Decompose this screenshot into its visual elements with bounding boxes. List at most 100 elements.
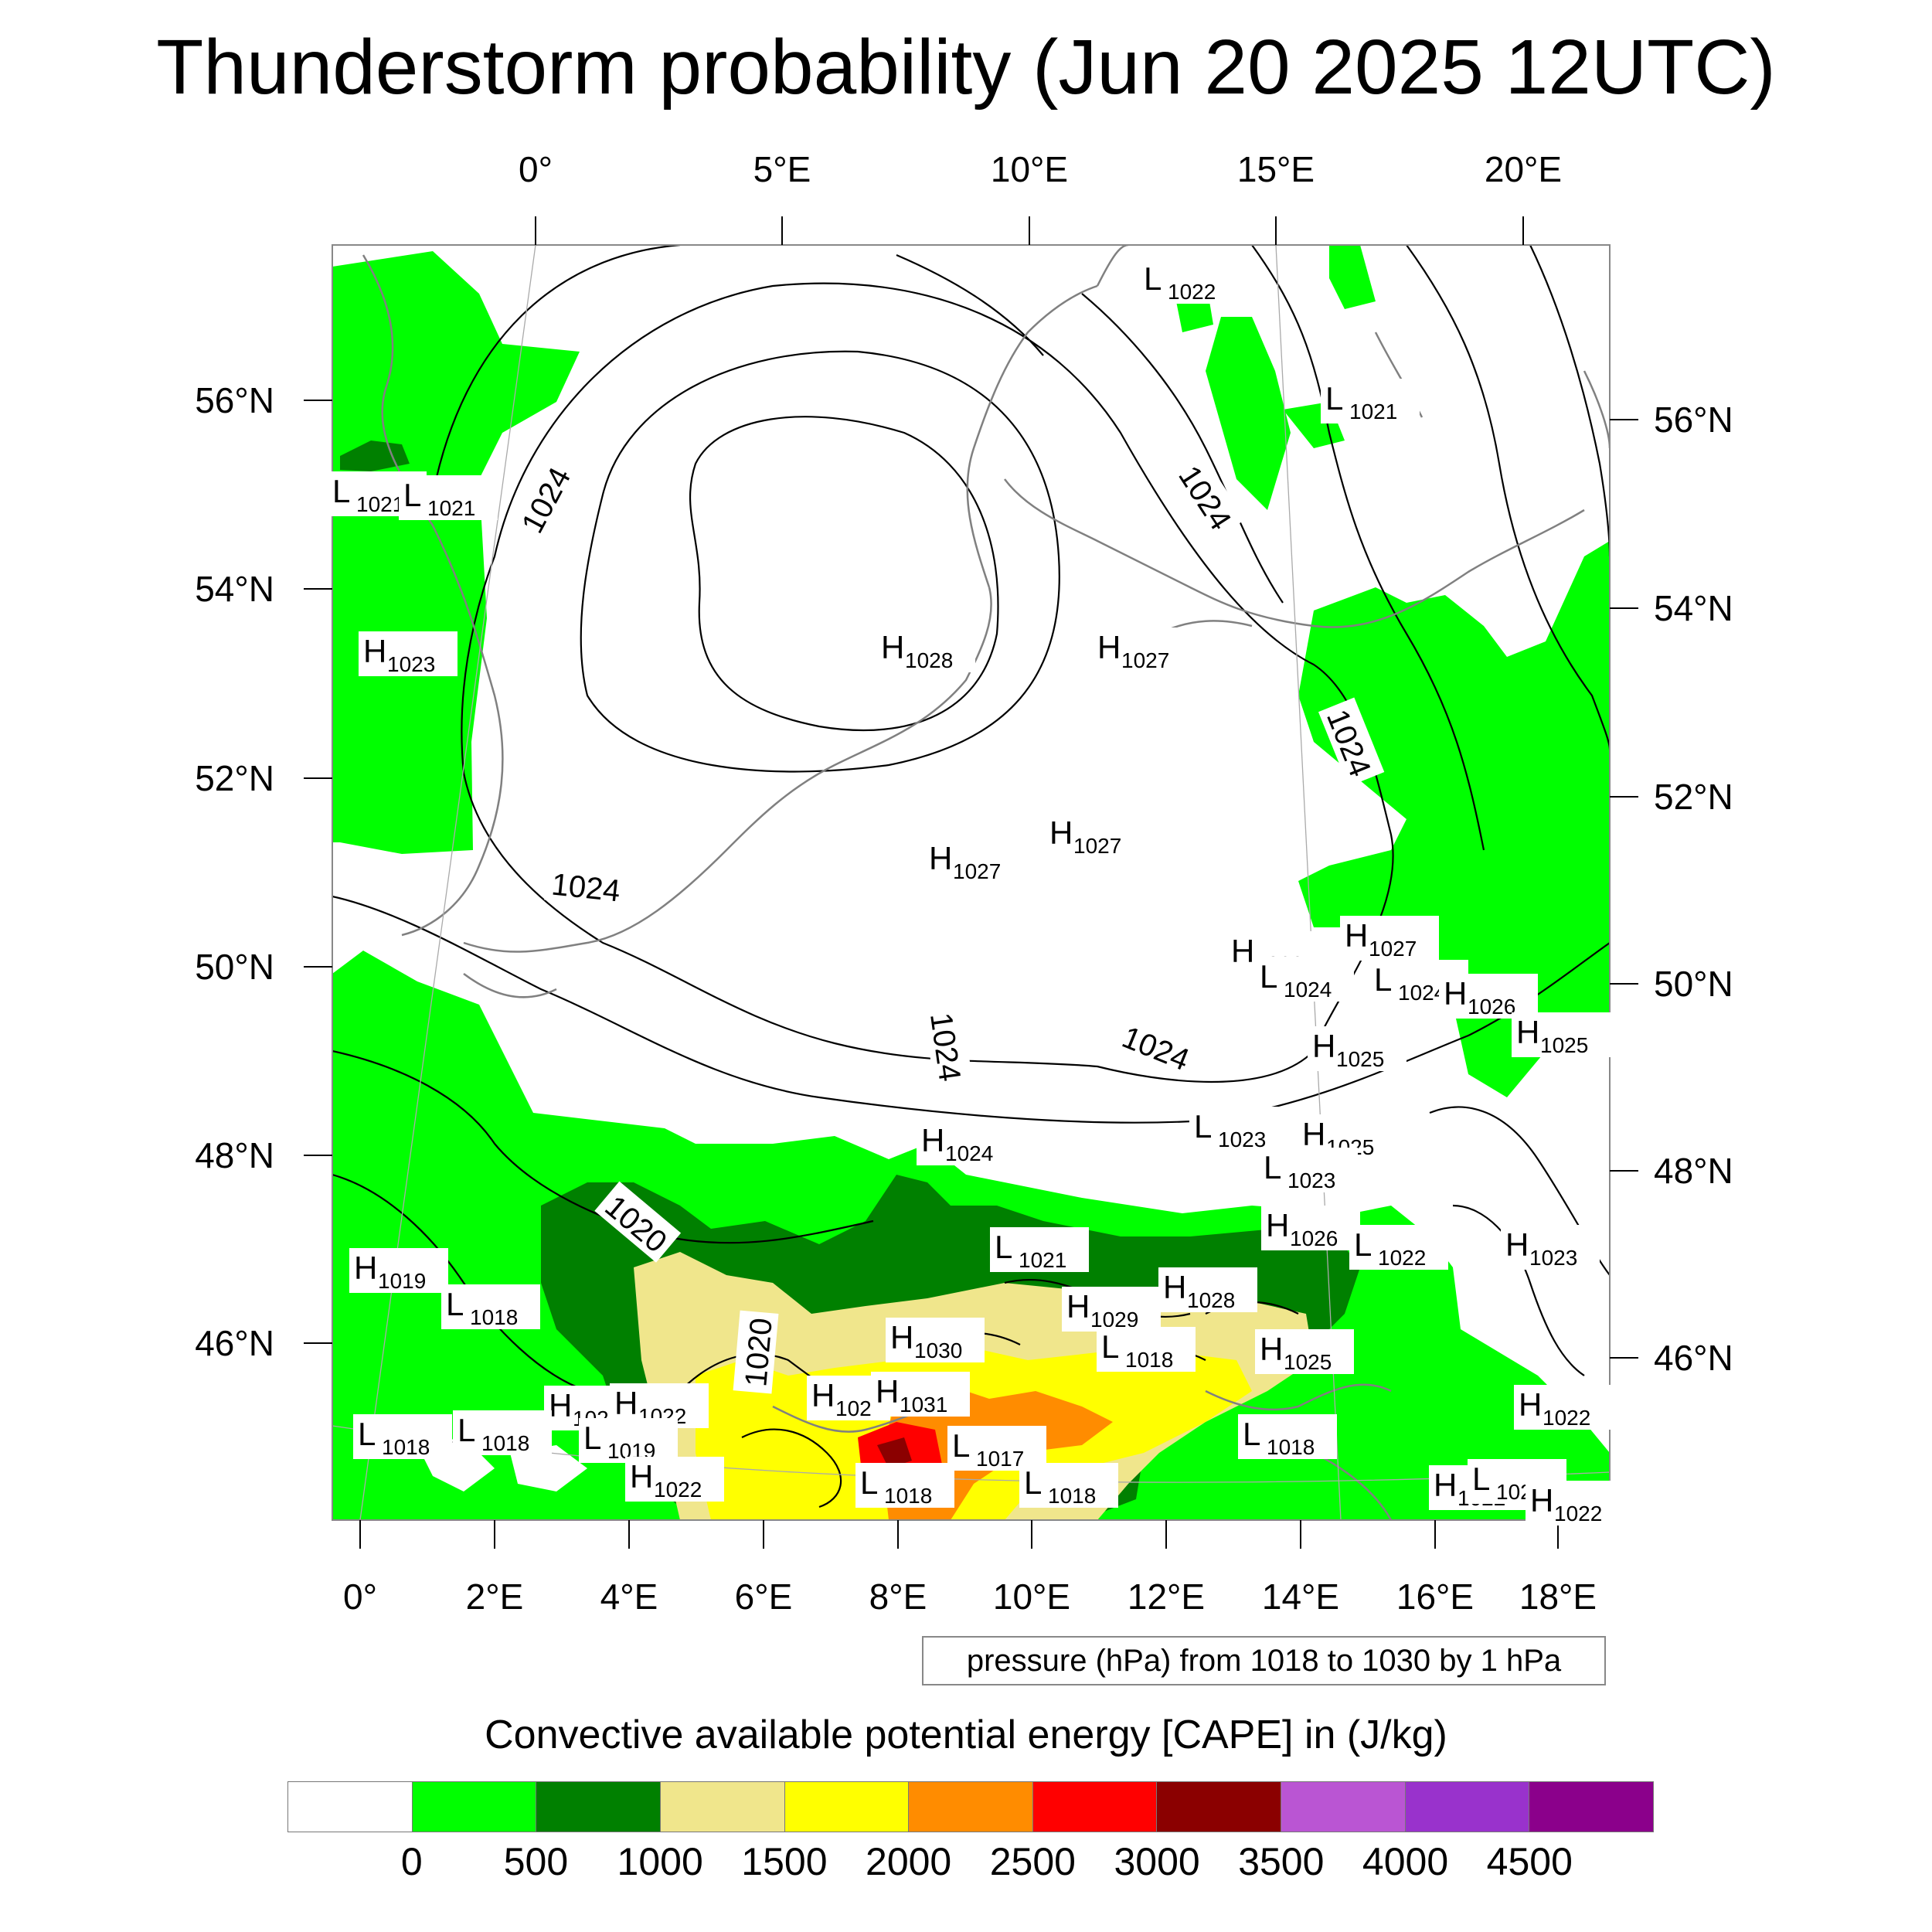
high-pressure-label: H 1025 [1512,1012,1611,1057]
pressure-center-type: H [811,1377,835,1413]
colorbar-label: 1000 [617,1840,703,1883]
pressure-center-type: H [1516,1014,1539,1050]
pressure-center-value: 1030 [914,1338,962,1362]
low-pressure-label: L 1022 [1139,259,1238,304]
bottom-lon-label: 18°E [1519,1577,1597,1617]
colorbar-label: 1500 [741,1840,828,1883]
right-lat-labels: 56°N 54°N 52°N 50°N 48°N 46°N [1654,400,1733,1378]
pressure-center-value: 1019 [378,1269,426,1293]
isobar-label: 1020 [739,1317,779,1388]
low-pressure-label: L 1021 [1321,379,1420,423]
right-lat-label: 50°N [1654,964,1733,1004]
low-pressure-label: L 1018 [1019,1463,1118,1508]
colorbar-label: 0 [400,1840,423,1883]
pressure-center-type: L [1243,1416,1260,1452]
pressure-center-type: L [952,1427,970,1464]
pressure-center-value: 1027 [1121,648,1169,672]
isobar-labels: 1024 1024 1024 1024 1024 1024 1020 1020 [508,452,1385,1394]
pressure-center-value: 1021 [356,492,404,516]
pressure-center-type: H [354,1250,377,1286]
low-pressure-label: L 1018 [1097,1327,1196,1372]
low-pressure-label: L 1023 [1189,1107,1288,1151]
pressure-center-value: 1021 [1019,1248,1066,1272]
pressure-center-type: L [1194,1108,1212,1145]
high-pressure-label: H 1030 [886,1318,985,1362]
pressure-center-value: 1018 [481,1431,529,1455]
pressure-center-value: 1018 [1267,1435,1315,1459]
pressure-center-value: 1025 [1540,1033,1588,1057]
bottom-lon-label: 6°E [735,1577,793,1617]
pressure-center-type: H [929,840,952,876]
pressure-center-type: L [995,1229,1012,1265]
pressure-center-value: 1021 [427,496,475,520]
high-pressure-label: H 1029 [1062,1287,1161,1332]
colorbar-swatch [1281,1782,1406,1832]
pressure-center-type: L [1144,260,1162,297]
pressure-center-value: 1022 [1543,1406,1590,1430]
right-lat-label: 54°N [1654,588,1733,628]
colorbar-label: 3000 [1114,1840,1200,1883]
left-lat-label: 54°N [195,569,274,609]
pressure-center-type: H [1302,1116,1325,1152]
pressure-center-value: 1018 [382,1435,430,1459]
pressure-center-value: 1022 [1168,280,1216,304]
bottom-lon-label: 8°E [869,1577,927,1617]
pressure-center-type: L [583,1420,601,1456]
pressure-center-value: 1031 [900,1393,947,1417]
top-lon-label: 10°E [991,149,1068,189]
colorbar-swatch [536,1782,661,1832]
pressure-center-type: H [1444,975,1467,1012]
pressure-center-value: 1024 [945,1141,993,1165]
plot-frame [332,244,1611,1521]
isobar-label: 1024 [550,867,622,908]
colorbar-label: 3500 [1238,1840,1325,1883]
pressure-center-value: 1024 [1398,981,1446,1005]
high-pressure-label: H 1023 [359,631,457,676]
low-pressure-label: L 1021 [990,1227,1089,1272]
left-lat-label: 50°N [195,947,274,987]
low-pressure-label: L 1018 [353,1414,452,1459]
pressure-center-value: 1018 [470,1305,518,1329]
low-pressure-label: L 1019 [579,1418,678,1463]
colorbar-swatch [288,1782,413,1832]
pressure-center-type: H [614,1385,638,1421]
colorbar-label: 500 [503,1840,569,1883]
left-lat-label: 56°N [195,380,274,420]
low-pressure-label: L 1024 [1255,957,1354,1002]
high-pressure-label: H 1027 [1340,916,1439,961]
pressure-center-type: H [1345,917,1368,954]
left-lat-labels: 56°N 54°N 52°N 50°N 48°N 46°N [195,380,274,1363]
pressure-center-value: 1028 [1187,1288,1235,1312]
right-lat-label: 46°N [1654,1338,1733,1378]
pressure-center-value: 1028 [905,648,953,672]
pressure-center-type: L [1354,1226,1372,1263]
high-pressure-label: H 1027 [1045,813,1144,858]
pressure-center-type: H [363,633,386,669]
pressure-center-type: H [630,1458,653,1495]
bottom-lon-label: 12°E [1128,1577,1205,1617]
colorbar-swatch [412,1782,537,1832]
pressure-center-value: 102 [835,1396,872,1420]
pressure-center-value: 1022 [1554,1502,1602,1526]
pressure-center-type: H [1260,1331,1283,1367]
pressure-center-value: 1022 [1378,1246,1426,1270]
pressure-center-type: L [1024,1464,1042,1501]
pressure-center-value: 1025 [1284,1350,1332,1374]
pressure-center-type: H [1312,1028,1335,1064]
high-pressure-label: H 1027 [924,838,1023,883]
low-pressure-label: L 1018 [441,1284,540,1329]
low-pressure-label: L 1023 [1259,1148,1358,1192]
left-lat-label: 48°N [195,1135,274,1175]
colorbar-labels: 0 500 1000 1500 2000 2500 3000 3500 4000 4500 [0,1839,1932,1893]
pressure-center-type: L [1325,380,1343,417]
pressure-center-type: H [1049,815,1073,851]
bottom-lon-label: 16°E [1396,1577,1474,1617]
high-pressure-label: H 1019 [349,1248,448,1293]
pressure-center-value: 1026 [1290,1226,1338,1250]
pressure-center-type: H [881,629,904,665]
pressure-center-value: 1023 [1287,1168,1335,1192]
